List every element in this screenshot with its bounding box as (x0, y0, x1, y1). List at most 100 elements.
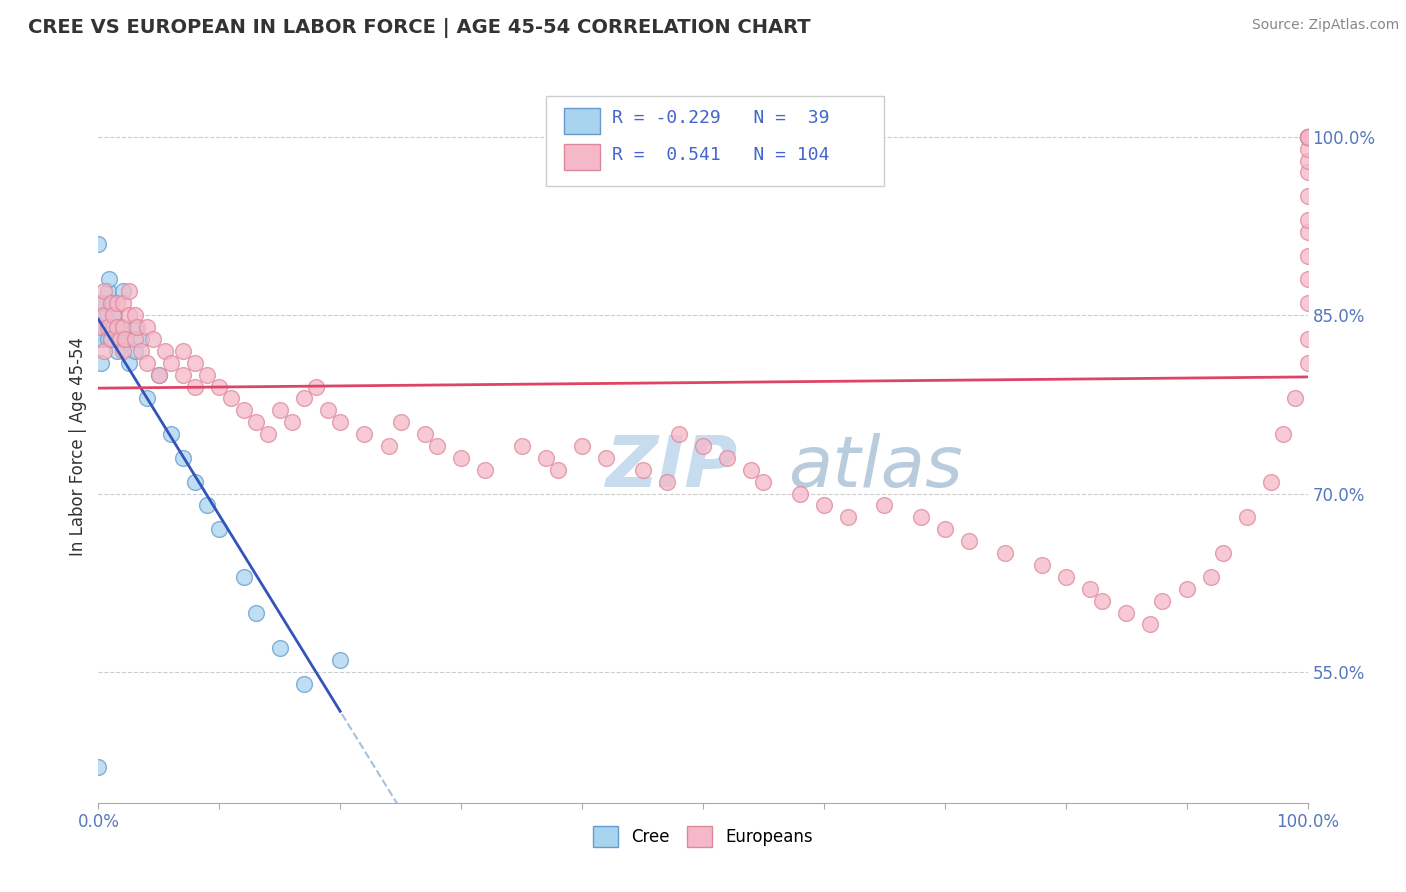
Point (1296, 189, 1319, 203)
Point (631, 463, 654, 477)
Point (118, 356, 141, 370)
Point (1296, 129, 1319, 144)
Point (97, 332, 120, 346)
Point (111, 296, 134, 310)
Point (105, 296, 128, 310)
Text: CREE VS EUROPEAN IN LABOR FORCE | AGE 45-54 CORRELATION CHART: CREE VS EUROPEAN IN LABOR FORCE | AGE 45… (28, 18, 811, 37)
Point (103, 308, 125, 322)
Point (692, 439, 714, 453)
Point (124, 320, 146, 334)
Point (124, 308, 146, 322)
FancyBboxPatch shape (546, 96, 884, 186)
Point (91, 296, 114, 310)
Point (1296, 165, 1319, 179)
Point (1296, 332, 1319, 346)
Point (789, 486, 811, 500)
Point (97, 285, 120, 299)
Point (90, 356, 112, 370)
Point (148, 368, 170, 382)
Point (232, 570, 254, 584)
Point (305, 379, 328, 393)
Point (87, 332, 110, 346)
Point (813, 499, 835, 513)
Point (172, 450, 194, 465)
Point (93, 320, 115, 334)
Point (93, 296, 115, 310)
Point (105, 343, 128, 358)
Point (93, 285, 115, 299)
Point (269, 641, 291, 656)
Point (329, 415, 352, 429)
Point (184, 475, 207, 489)
Point (108, 332, 131, 346)
Y-axis label: In Labor Force | Age 45-54: In Labor Force | Age 45-54 (69, 336, 87, 556)
Point (91, 308, 114, 322)
Text: R = -0.229   N =  39: R = -0.229 N = 39 (613, 109, 830, 127)
Point (1296, 249, 1319, 263)
Point (1175, 582, 1198, 596)
Point (1296, 129, 1319, 144)
Point (571, 439, 593, 453)
Text: R =  0.541   N = 104: R = 0.541 N = 104 (613, 146, 830, 164)
Point (1296, 272, 1319, 286)
Point (1296, 296, 1319, 310)
Point (172, 343, 194, 358)
Point (1296, 356, 1319, 370)
Point (292, 677, 315, 691)
Point (97, 320, 120, 334)
Point (837, 510, 859, 524)
Point (108, 332, 131, 346)
Point (1296, 142, 1319, 156)
Point (93, 343, 115, 358)
Point (1296, 129, 1319, 144)
Legend: Cree, Europeans: Cree, Europeans (588, 822, 818, 852)
Point (135, 356, 157, 370)
Point (1296, 129, 1319, 144)
Point (1296, 129, 1319, 144)
Point (474, 463, 496, 477)
Point (124, 343, 146, 358)
Text: Source: ZipAtlas.com: Source: ZipAtlas.com (1251, 18, 1399, 32)
FancyBboxPatch shape (564, 145, 600, 169)
Point (426, 439, 449, 453)
Point (740, 463, 762, 477)
Point (124, 332, 146, 346)
Point (129, 332, 152, 346)
Point (90, 320, 112, 334)
Point (1296, 153, 1319, 168)
Point (655, 475, 678, 489)
Point (292, 392, 315, 406)
Point (129, 343, 152, 358)
Point (96, 308, 118, 322)
Point (160, 356, 183, 370)
Point (1152, 593, 1174, 607)
Point (105, 320, 128, 334)
Point (716, 450, 738, 465)
Point (547, 463, 569, 477)
Point (100, 332, 122, 346)
Text: ZIP: ZIP (606, 433, 738, 502)
Point (389, 415, 412, 429)
Point (148, 368, 170, 382)
Point (111, 320, 134, 334)
Point (208, 379, 231, 393)
Point (1296, 129, 1319, 144)
Point (377, 439, 399, 453)
Point (450, 450, 472, 465)
Point (1296, 129, 1319, 144)
Point (87, 296, 110, 310)
Point (1296, 225, 1319, 239)
Point (208, 522, 231, 536)
Point (105, 320, 128, 334)
Point (1260, 475, 1282, 489)
Point (934, 522, 956, 536)
Point (100, 296, 122, 310)
Point (142, 332, 165, 346)
Point (510, 439, 533, 453)
Point (1139, 617, 1161, 632)
Point (135, 392, 157, 406)
Point (595, 450, 617, 465)
Point (221, 392, 243, 406)
Point (91, 332, 114, 346)
Point (329, 653, 352, 667)
